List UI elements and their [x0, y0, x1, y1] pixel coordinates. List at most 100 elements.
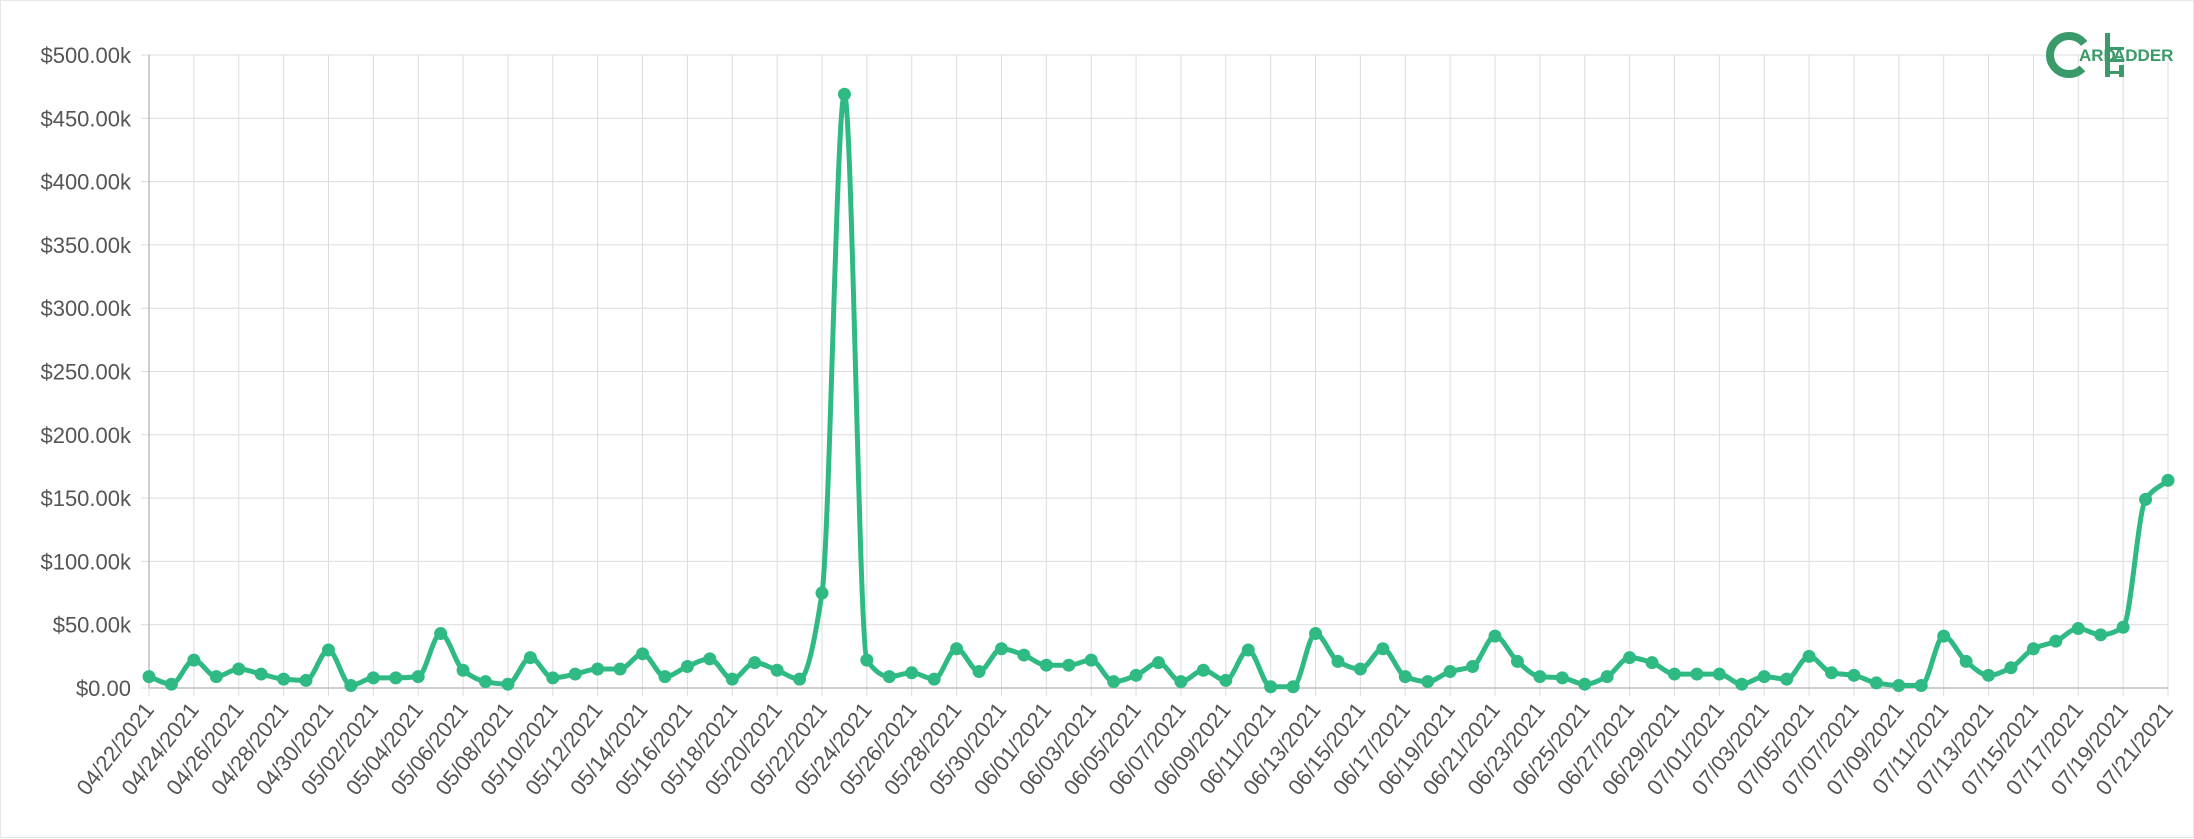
data-point[interactable] — [1152, 656, 1165, 670]
data-point[interactable] — [1982, 668, 1996, 682]
grid — [141, 54, 2169, 696]
data-point[interactable] — [860, 653, 874, 667]
data-point[interactable] — [142, 670, 156, 684]
data-point[interactable] — [1398, 670, 1412, 684]
data-point[interactable] — [2026, 642, 2040, 656]
data-point[interactable] — [2071, 621, 2085, 635]
data-point[interactable] — [1331, 654, 1345, 668]
data-point[interactable] — [187, 653, 201, 667]
data-point[interactable] — [546, 671, 560, 685]
data-point[interactable] — [299, 673, 313, 687]
data-point[interactable] — [523, 651, 537, 665]
data-point[interactable] — [950, 642, 964, 656]
data-point[interactable] — [1421, 675, 1435, 689]
data-point[interactable] — [815, 586, 829, 600]
data-point[interactable] — [1555, 671, 1569, 685]
y-tick-label: $450.00k — [40, 106, 132, 131]
data-point[interactable] — [680, 659, 694, 673]
data-point[interactable] — [2004, 661, 2018, 675]
data-point[interactable] — [479, 675, 492, 689]
data-point[interactable] — [1196, 663, 1210, 677]
y-tick-label: $150.00k — [40, 486, 132, 511]
data-point[interactable] — [2139, 492, 2153, 506]
data-point[interactable] — [1802, 649, 1816, 663]
data-point[interactable] — [344, 678, 358, 692]
data-point[interactable] — [1735, 677, 1749, 691]
data-point[interactable] — [2094, 628, 2108, 642]
data-point[interactable] — [1376, 642, 1390, 656]
data-point[interactable] — [1645, 656, 1659, 670]
data-point[interactable] — [209, 670, 223, 684]
data-point[interactable] — [1869, 676, 1883, 690]
data-point[interactable] — [1847, 668, 1861, 682]
data-point[interactable] — [501, 677, 515, 691]
data-point[interactable] — [1353, 662, 1367, 676]
y-tick-label: $350.00k — [40, 233, 132, 258]
data-point[interactable] — [1780, 672, 1794, 686]
data-point[interactable] — [1690, 667, 1704, 681]
data-point[interactable] — [1959, 654, 1973, 668]
data-point[interactable] — [366, 671, 380, 685]
data-point[interactable] — [793, 672, 807, 686]
data-point[interactable] — [1286, 680, 1300, 694]
data-point[interactable] — [456, 663, 470, 677]
data-point[interactable] — [1623, 651, 1637, 665]
data-point[interactable] — [321, 643, 335, 657]
data-point[interactable] — [613, 662, 627, 676]
y-tick-label: $400.00k — [40, 170, 132, 195]
data-point[interactable] — [1757, 670, 1771, 684]
data-point[interactable] — [1219, 673, 1233, 687]
data-point[interactable] — [1174, 675, 1188, 689]
data-point[interactable] — [748, 656, 762, 670]
data-point[interactable] — [1039, 658, 1053, 672]
data-point[interactable] — [1466, 659, 1480, 673]
data-point[interactable] — [1443, 665, 1457, 679]
data-point[interactable] — [254, 667, 268, 681]
data-point[interactable] — [882, 670, 896, 684]
data-point[interactable] — [972, 665, 986, 679]
data-point[interactable] — [164, 677, 178, 691]
data-point[interactable] — [1017, 648, 1031, 662]
y-tick-label: $300.00k — [40, 296, 132, 321]
data-point[interactable] — [2161, 473, 2175, 487]
data-point[interactable] — [568, 667, 582, 681]
data-point[interactable] — [389, 671, 403, 685]
data-point[interactable] — [1825, 666, 1838, 680]
data-point[interactable] — [1062, 658, 1076, 672]
data-point[interactable] — [927, 672, 941, 686]
data-point[interactable] — [837, 87, 851, 101]
data-point[interactable] — [1533, 670, 1547, 684]
data-point[interactable] — [1510, 654, 1524, 668]
data-point[interactable] — [1914, 678, 1928, 692]
data-point[interactable] — [1241, 643, 1255, 657]
data-point[interactable] — [1264, 680, 1278, 694]
data-point[interactable] — [703, 652, 717, 666]
data-point[interactable] — [434, 627, 448, 641]
data-point[interactable] — [2049, 634, 2063, 648]
data-point[interactable] — [411, 670, 425, 684]
data-point[interactable] — [1129, 668, 1143, 682]
data-point[interactable] — [1488, 629, 1502, 643]
data-point[interactable] — [994, 642, 1008, 656]
data-point[interactable] — [905, 666, 919, 680]
data-point[interactable] — [725, 672, 739, 686]
data-point[interactable] — [1578, 677, 1592, 691]
data-point[interactable] — [1309, 627, 1323, 641]
data-point[interactable] — [591, 662, 605, 676]
data-point[interactable] — [1600, 670, 1614, 684]
data-point[interactable] — [1667, 667, 1681, 681]
series-line — [146, 91, 2171, 690]
data-point[interactable] — [1892, 678, 1906, 692]
data-point[interactable] — [1107, 675, 1121, 689]
data-point[interactable] — [770, 663, 784, 677]
data-point[interactable] — [1712, 667, 1726, 681]
data-point[interactable] — [2116, 620, 2130, 634]
data-point[interactable] — [636, 647, 650, 661]
data-point[interactable] — [232, 662, 246, 676]
data-point[interactable] — [277, 672, 291, 686]
data-point[interactable] — [658, 670, 672, 684]
data-point[interactable] — [1937, 629, 1951, 643]
data-point[interactable] — [1084, 653, 1098, 667]
